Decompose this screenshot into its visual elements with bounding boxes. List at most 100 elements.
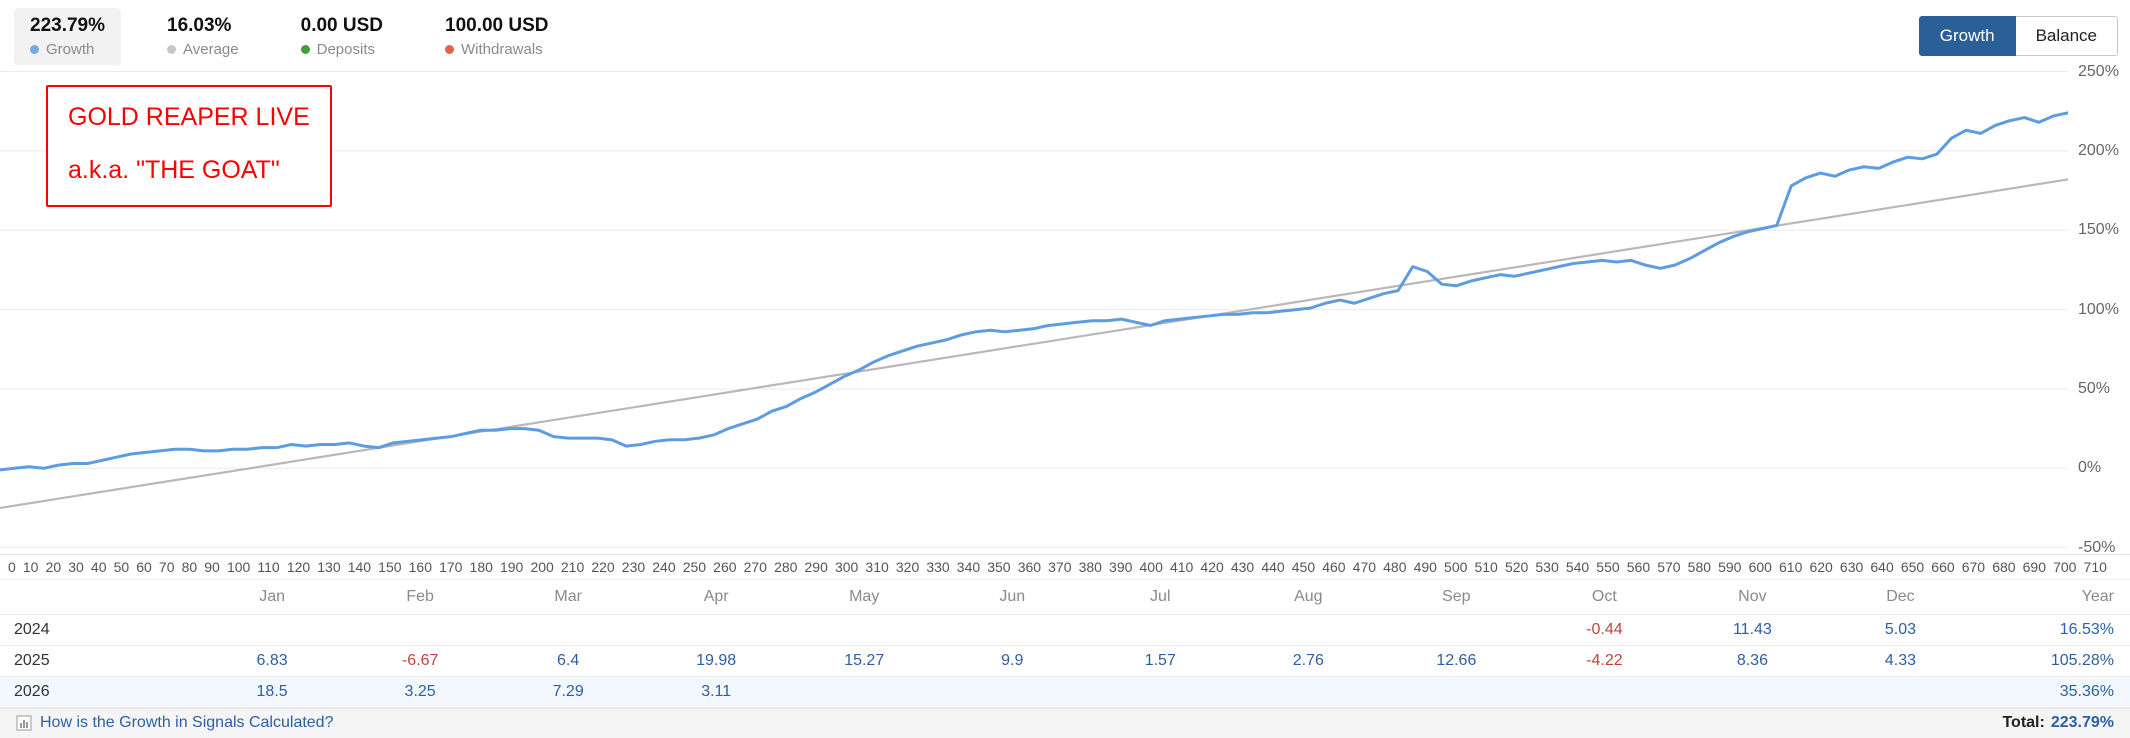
stat-label: Withdrawals	[461, 41, 543, 58]
stat-value: 223.79%	[30, 15, 106, 36]
month-value-cell: -0.44	[1530, 614, 1679, 646]
month-value-cell: 1.57	[1086, 645, 1235, 677]
x-axis-label: 690	[2022, 559, 2046, 575]
month-value-cell	[642, 614, 791, 646]
x-axis-label: 120	[286, 559, 311, 575]
chart-plot-area[interactable]: GOLD REAPER LIVE a.k.a. "THE GOAT"	[0, 62, 2068, 554]
x-axis-label: 620	[1809, 559, 1833, 575]
x-axis-label: 570	[1657, 559, 1681, 575]
month-column-header: Apr	[642, 580, 791, 615]
x-axis-label: 580	[1687, 559, 1712, 575]
x-axis-label: 70	[158, 559, 175, 575]
x-axis-label: 340	[956, 559, 981, 575]
y-axis-label: 50%	[2078, 379, 2111, 397]
header-stats: 223.79% Growth 16.03% Average 0.00 USD Deposi…	[14, 8, 565, 65]
x-axis-label: 480	[1383, 559, 1407, 575]
month-value-cell	[1678, 676, 1827, 708]
x-axis-label: 320	[895, 559, 920, 575]
y-axis-label: 0%	[2078, 459, 2102, 477]
month-value-cell: 15.27	[790, 645, 939, 677]
month-column-header: May	[790, 580, 939, 615]
x-axis-label: 210	[560, 559, 585, 575]
x-axis-label: 100	[226, 559, 251, 575]
month-column-header: Oct	[1530, 580, 1679, 615]
month-value-cell: 11.43	[1678, 614, 1827, 646]
month-value-cell: -6.67	[346, 645, 495, 677]
month-value-cell: 18.5	[198, 676, 347, 708]
x-axis-label: 590	[1718, 559, 1742, 575]
month-value-cell	[790, 676, 939, 708]
x-axis-label: 30	[68, 559, 84, 575]
x-axis-label: 200	[530, 559, 554, 575]
x-axis-label: 270	[743, 559, 767, 575]
x-axis-label: 300	[834, 559, 859, 575]
month-column-header: Feb	[346, 580, 495, 615]
year-total-cell: 105.28%	[1974, 645, 2130, 677]
x-axis-label: 360	[1017, 559, 1042, 575]
month-column-header: Jun	[938, 580, 1087, 615]
balance-tab[interactable]: Balance	[2015, 16, 2118, 56]
stat-label-row: Growth	[30, 41, 105, 58]
x-axis-label: 500	[1444, 559, 1468, 575]
month-value-cell	[1234, 676, 1383, 708]
header: 223.79% Growth 16.03% Average 0.00 USD Deposi…	[0, 0, 2130, 65]
x-axis-label: 160	[408, 559, 432, 575]
month-value-cell	[198, 614, 347, 646]
stat-value: 0.00 USD	[300, 15, 383, 36]
x-axis-label: 460	[1322, 559, 1346, 575]
annotation-line1: GOLD REAPER LIVE	[68, 103, 310, 131]
x-axis-label: 490	[1413, 559, 1437, 575]
stat-deposits: 0.00 USD Deposits	[285, 8, 399, 65]
x-axis-label: 310	[865, 559, 889, 575]
help-icon	[16, 715, 32, 731]
total: Total: 223.79%	[2002, 714, 2114, 732]
month-value-cell: 19.98	[642, 645, 791, 677]
x-axis-label: 510	[1474, 559, 1498, 575]
month-value-cell	[938, 676, 1087, 708]
view-toggle: Growth Balance	[1918, 16, 2118, 56]
help-link[interactable]: How is the Growth in Signals Calculated?	[16, 714, 333, 732]
x-axis-label: 610	[1779, 559, 1803, 575]
month-value-cell: -4.22	[1530, 645, 1679, 677]
x-axis-label: 530	[1535, 559, 1559, 575]
x-axis-label: 330	[926, 559, 950, 575]
month-value-cell	[346, 614, 495, 646]
x-axis-label: 440	[1261, 559, 1285, 575]
month-value-cell: 6.83	[198, 645, 347, 677]
x-axis-label: 230	[621, 559, 646, 575]
growth-tab[interactable]: Growth	[1918, 16, 2016, 56]
year-cell: 2026	[0, 676, 199, 708]
x-axis-label: 380	[1078, 559, 1102, 575]
x-axis-label: 140	[347, 559, 372, 575]
y-axis-label: 100%	[2078, 300, 2119, 318]
x-axis-label: 20	[45, 559, 62, 575]
x-axis-label: 350	[987, 559, 1011, 575]
table-row: 2025 6.83 -6.67 6.4 19.98 15.27 9.9 1.57 2.76 12.…	[0, 645, 2130, 677]
x-axis-label: 700	[2053, 559, 2077, 575]
x-axis-label: 660	[1931, 559, 1955, 575]
month-column-header: Sep	[1382, 580, 1531, 615]
stat-label: Growth	[46, 41, 95, 58]
x-axis-label: 650	[1900, 559, 1925, 575]
y-axis-label: 200%	[2078, 141, 2119, 159]
x-axis-label: 80	[181, 559, 198, 575]
x-axis-label: 370	[1048, 559, 1072, 575]
month-value-cell	[1234, 614, 1383, 646]
month-value-cell	[1382, 676, 1531, 708]
x-axis-label: 450	[1291, 559, 1316, 575]
stat-value: 16.03%	[167, 15, 232, 36]
x-axis-label: 250	[682, 559, 707, 575]
x-axis-label: 710	[2083, 559, 2107, 575]
x-axis-label: 560	[1626, 559, 1651, 575]
table-body: 2024 -0.44 11.43 5.03 16.53% 2025 6.83 -6.67 6.4…	[0, 614, 2130, 708]
year-column-header	[0, 580, 199, 615]
series-growth-line	[0, 113, 2068, 470]
x-axis-label: 630	[1839, 559, 1864, 575]
footer: How is the Growth in Signals Calculated?…	[0, 707, 2130, 738]
month-column-header: Nov	[1678, 580, 1827, 615]
x-axis-label: 600	[1748, 559, 1772, 575]
year-cell: 2024	[0, 614, 199, 646]
total-label: Total:	[2002, 714, 2045, 731]
stat-label-row: Average	[167, 41, 239, 58]
month-value-cell	[1086, 614, 1235, 646]
